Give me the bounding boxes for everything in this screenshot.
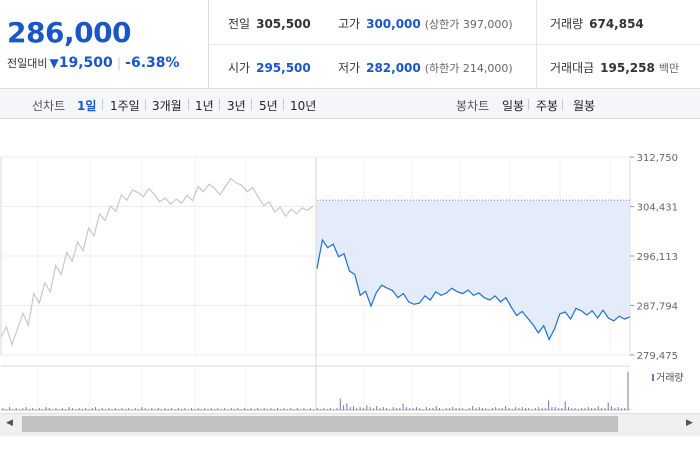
current-price-box: 286,000 전일대비 ▼19,500 | -6.38% <box>0 0 209 88</box>
price-stats: 전일 305,500 고가 300,000 (상한가 397,000) 거래량 674,… <box>208 0 700 88</box>
stat-trade-amount: 거래대금 195,258 백만 <box>550 61 680 75</box>
stat-open: 시가 295,500 <box>228 61 311 75</box>
y-tick-label: 312,750 <box>637 153 678 164</box>
below-reference-area <box>317 200 630 340</box>
stat-high: 고가 300,000 (상한가 397,000) <box>338 17 513 31</box>
change-label: 전일대비 <box>7 57 48 70</box>
stat-prev-close: 전일 305,500 <box>228 17 311 31</box>
tab-3year[interactable]: 3년 <box>227 99 246 113</box>
y-tick-label: 279,475 <box>637 351 678 362</box>
stat-low: 저가 282,000 (하한가 214,000) <box>338 61 513 75</box>
change-rate: -6.38% <box>125 55 180 71</box>
series-line-2 <box>316 238 631 341</box>
line-chart-title: 선차트 <box>32 99 66 113</box>
current-price: 286,000 <box>7 16 132 49</box>
down-arrow-icon: ▼ <box>49 56 59 70</box>
tab-1day[interactable]: 1일 <box>77 99 97 113</box>
tab-3month[interactable]: 3개월 <box>152 99 182 113</box>
stats-divider <box>536 0 537 88</box>
scroll-left-icon[interactable]: ◀ <box>6 418 13 428</box>
tab-5year[interactable]: 5년 <box>259 99 278 113</box>
price-summary: 286,000 전일대비 ▼19,500 | -6.38% 전일 305,500 고가 3… <box>0 0 700 89</box>
price-chart: 312,750 304,431 296,113 287,794 279,475 거래량 <box>0 153 684 411</box>
tab-monthly-candle[interactable]: 월봉 <box>573 99 596 113</box>
stats-row-1: 전일 305,500 고가 300,000 (상한가 397,000) 거래량 674,… <box>208 0 700 45</box>
separator: | <box>116 56 122 71</box>
stats-row-2: 시가 295,500 저가 282,000 (하한가 214,000) 거래대금 195… <box>208 44 700 88</box>
volume-legend-swatch <box>652 374 654 381</box>
scroll-right-icon[interactable]: ▶ <box>686 418 693 428</box>
tab-1week[interactable]: 1주일 <box>110 99 140 113</box>
scrollbar-thumb[interactable] <box>22 416 618 432</box>
volume-legend-label: 거래량 <box>656 372 684 384</box>
change-value: 19,500 <box>58 55 113 71</box>
y-tick-label: 296,113 <box>637 252 678 263</box>
chart-tab-bar: 선차트 1일 1주일 3개월 1년 3년 5년 10년 봉차트 일봉 주봉 월봉 <box>0 89 700 119</box>
series-line-1 <box>0 177 314 347</box>
y-tick-label: 304,431 <box>637 203 678 214</box>
y-tick-label: 287,794 <box>637 302 678 313</box>
tab-10year[interactable]: 10년 <box>290 99 317 113</box>
tab-weekly-candle[interactable]: 주봉 <box>536 99 559 113</box>
tab-daily-candle[interactable]: 일봉 <box>502 99 525 113</box>
stat-volume: 거래량 674,854 <box>550 17 644 31</box>
price-change: 전일대비 ▼19,500 | -6.38% <box>7 55 180 71</box>
tab-1year[interactable]: 1년 <box>195 99 214 113</box>
candle-chart-title: 봉차트 <box>456 99 490 113</box>
